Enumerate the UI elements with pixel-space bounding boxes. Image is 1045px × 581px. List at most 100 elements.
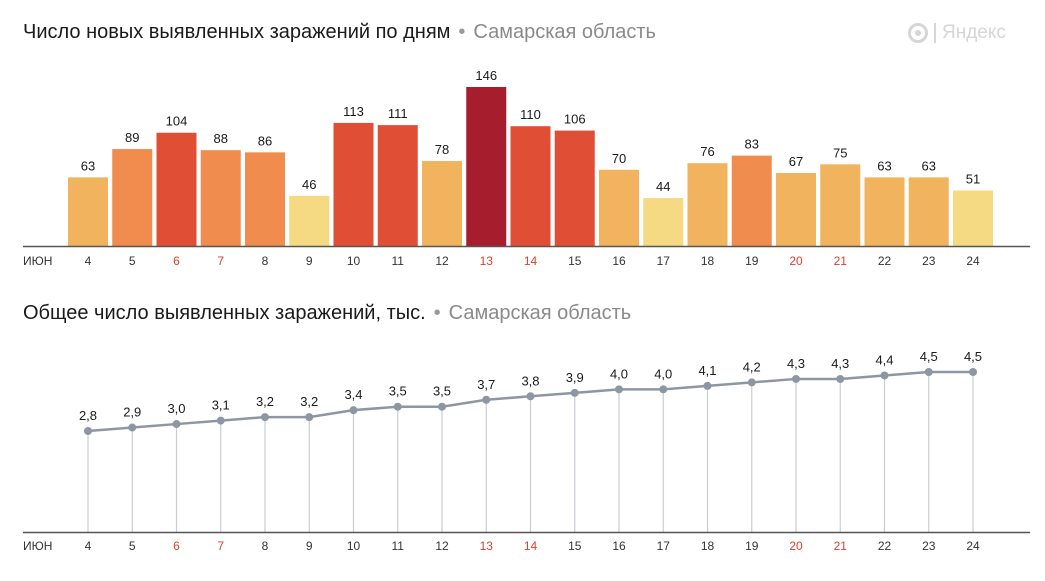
bar-value-label: 146 [475,68,497,83]
x-tick-label: 20 [789,539,803,553]
x-tick-label: 22 [878,254,892,268]
data-point [261,413,269,422]
month-label: ИЮН [23,539,52,553]
x-tick-label: 13 [480,539,494,553]
x-tick-label: 16 [612,254,626,268]
point-value-label: 3,5 [433,384,451,399]
data-point [482,395,491,404]
bar-value-label: 51 [966,171,980,186]
data-point [526,392,535,401]
chart2-title-text: Общее число выявленных заражений, тыс. [23,302,426,324]
bar-15 [554,130,595,246]
bar-value-label: 83 [745,137,759,152]
bar-4 [68,177,108,246]
region-label: Самарская область [448,302,632,324]
bar-value-label: 70 [612,151,626,166]
x-tick-label: 24 [966,539,980,553]
yandex-logo-text: Яндекс [942,22,1006,43]
title-separator: • [433,302,441,324]
x-tick-label: 17 [657,539,671,553]
bar-20 [776,173,816,246]
x-tick-label: 16 [612,539,626,553]
bar-value-label: 44 [656,179,670,194]
bar-14 [510,126,551,246]
yandex-logo-icon [908,23,928,43]
data-point [305,413,314,422]
x-tick-label: 14 [524,539,538,553]
data-point [84,427,92,435]
region-label: Самарская область [473,21,656,43]
chart1-title-text: Число новых выявленных заражений по дням [23,21,451,43]
bar-value-label: 63 [877,158,891,173]
data-point [747,378,756,387]
x-tick-label: 6 [173,254,180,268]
bar-18 [687,163,728,246]
data-point [836,374,845,383]
bar-22 [864,177,905,246]
point-value-label: 4,1 [698,363,716,378]
point-value-label: 3,2 [300,394,318,409]
bar-21 [820,164,861,246]
month-label: ИЮН [23,254,52,268]
x-tick-label: 24 [966,254,980,268]
x-tick-label: 11 [392,539,405,553]
data-point [128,423,137,432]
x-tick-label: 9 [306,254,313,268]
bar-23 [908,177,949,246]
x-tick-label: 8 [262,539,269,553]
bar-value-label: 78 [435,142,449,157]
x-tick-label: 6 [173,539,180,553]
bar-value-label: 104 [166,114,188,129]
x-tick-label: 14 [524,254,538,268]
logo-divider [934,23,936,43]
bar-6 [156,132,197,246]
point-value-label: 4,4 [875,352,893,367]
title-separator: • [458,21,466,43]
yandex-logo: Яндекс [908,22,1006,44]
x-tick-label: 15 [568,254,582,268]
x-tick-label: 18 [701,254,715,268]
bar-value-label: 111 [388,106,408,121]
data-point [172,420,181,429]
bar-value-label: 63 [81,158,95,173]
data-point [393,402,402,411]
data-point [659,385,668,394]
x-tick-label: 4 [85,539,92,553]
data-point [703,381,712,390]
x-tick-label: 21 [834,254,848,268]
point-value-label: 4,0 [610,366,628,381]
point-value-label: 3,0 [167,401,185,416]
bar-24 [953,190,993,246]
x-tick-label: 7 [217,254,224,268]
bar-10 [333,122,374,246]
bar-value-label: 106 [564,112,586,127]
x-tick-label: 9 [306,539,313,553]
bar-value-label: 46 [302,177,316,192]
bar-value-label: 110 [520,107,541,122]
data-point [924,368,933,376]
x-tick-label: 23 [922,539,936,553]
x-tick-label: 21 [834,539,848,553]
x-tick-label: 11 [392,254,405,268]
data-point [880,371,889,380]
point-value-label: 4,5 [920,349,938,364]
point-value-label: 2,8 [79,408,97,423]
point-value-label: 3,7 [477,377,495,392]
bar-value-label: 88 [214,131,228,146]
point-value-label: 4,0 [654,366,672,381]
data-point [792,374,800,383]
bar-value-label: 86 [258,133,272,148]
data-point [438,402,446,411]
x-tick-label: 15 [568,539,582,553]
bar-13 [466,87,507,246]
point-value-label: 3,8 [521,373,539,388]
x-tick-label: 10 [347,254,361,268]
chart1-title: Число новых выявленных заражений по дням… [23,21,656,44]
point-value-label: 4,2 [743,359,761,374]
x-tick-label: 10 [347,539,361,553]
bar-value-label: 63 [922,158,936,173]
data-point [570,388,579,397]
bar-7 [200,150,241,246]
bar-16 [599,169,639,246]
bar-9 [289,195,330,246]
